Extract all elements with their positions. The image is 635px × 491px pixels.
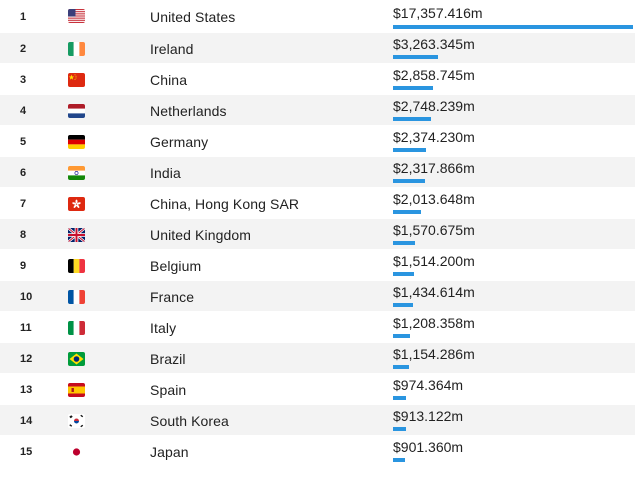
country-name: South Korea xyxy=(150,413,229,429)
value-bar xyxy=(393,458,405,462)
value: $2,374.230m xyxy=(393,129,475,145)
country-name: China xyxy=(150,72,188,88)
value: $2,317.866m xyxy=(393,160,475,176)
rank: 8 xyxy=(20,229,27,241)
table-row: 10 France $1,434.614m xyxy=(0,281,635,312)
table-row: 13 Spain $974.364m xyxy=(0,374,635,405)
table-row: 15 Japan $901.360m xyxy=(0,436,635,467)
country-name: Netherlands xyxy=(150,103,227,119)
value: $2,858.745m xyxy=(393,67,475,83)
rank: 1 xyxy=(20,11,27,23)
rank: 2 xyxy=(20,43,27,55)
value: $1,514.200m xyxy=(393,253,475,269)
rank: 12 xyxy=(20,353,33,365)
value: $974.364m xyxy=(393,377,464,393)
table-row: 7 China, Hong Kong SAR $2,013.648m xyxy=(0,188,635,219)
table-row: 2 Ireland $3,263.345m xyxy=(0,33,635,64)
value-bar xyxy=(393,117,431,121)
table-row: 8 United Kingdom $1,570.675m xyxy=(0,219,635,250)
rank: 7 xyxy=(20,198,27,210)
rank: 15 xyxy=(20,446,33,458)
value-bar xyxy=(393,334,410,338)
value-bar xyxy=(393,241,415,245)
spain-flag-icon xyxy=(68,383,85,397)
ireland-flag-icon xyxy=(68,42,85,56)
value: $913.122m xyxy=(393,408,464,424)
country-name: France xyxy=(150,289,195,305)
country-name: India xyxy=(150,165,181,181)
rank: 5 xyxy=(20,136,27,148)
rank: 13 xyxy=(20,384,33,396)
table-row: 9 Belgium $1,514.200m xyxy=(0,250,635,281)
value: $1,154.286m xyxy=(393,346,475,362)
value: $2,013.648m xyxy=(393,191,475,207)
value: $1,434.614m xyxy=(393,284,475,300)
country-name: China, Hong Kong SAR xyxy=(150,196,300,212)
value-bar xyxy=(393,272,414,276)
country-name: Germany xyxy=(150,134,209,150)
belgium-flag-icon xyxy=(68,259,85,273)
italy-flag-icon xyxy=(68,321,85,335)
table-row: 5 Germany $2,374.230m xyxy=(0,126,635,157)
value-bar xyxy=(393,86,433,90)
japan-flag-icon xyxy=(68,445,85,459)
uk-flag-icon xyxy=(68,228,85,242)
country-name: Japan xyxy=(150,444,189,460)
table-row: 4 Netherlands $2,748.239m xyxy=(0,95,635,126)
rank: 9 xyxy=(20,260,27,272)
table-row: 3 China $2,858.745m xyxy=(0,64,635,95)
us-flag-icon xyxy=(68,9,85,23)
country-name: Italy xyxy=(150,320,177,336)
rank: 3 xyxy=(20,74,27,86)
india-flag-icon xyxy=(68,166,85,180)
rank: 10 xyxy=(20,291,33,303)
value: $17,357.416m xyxy=(393,5,483,21)
value: $2,748.239m xyxy=(393,98,475,114)
country-name: Spain xyxy=(150,382,187,398)
germany-flag-icon xyxy=(68,135,85,149)
value-bar xyxy=(393,148,426,152)
value-bar xyxy=(393,365,409,369)
country-name: United States xyxy=(150,9,236,25)
rank: 6 xyxy=(20,167,27,179)
rank: 11 xyxy=(20,322,32,334)
table-row: 12 Brazil $1,154.286m xyxy=(0,343,635,374)
value: $1,208.358m xyxy=(393,315,475,331)
value: $1,570.675m xyxy=(393,222,475,238)
south-korea-flag-icon xyxy=(68,414,85,428)
value: $3,263.345m xyxy=(393,36,475,52)
france-flag-icon xyxy=(68,290,85,304)
rank: 14 xyxy=(20,415,33,427)
china-flag-icon xyxy=(68,73,85,87)
ranking-table: 1 United States $17,357.416m 2 xyxy=(0,0,635,467)
brazil-flag-icon xyxy=(68,352,85,366)
value-bar xyxy=(393,179,425,183)
country-name: Belgium xyxy=(150,258,202,274)
value-bar xyxy=(393,427,406,431)
rank: 4 xyxy=(20,105,27,117)
table-row: 14 South Korea $913.122m xyxy=(0,405,635,436)
netherlands-flag-icon xyxy=(68,104,85,118)
country-name: Brazil xyxy=(150,351,186,367)
country-name: Ireland xyxy=(150,41,194,57)
value: $901.360m xyxy=(393,439,464,455)
value-bar xyxy=(393,55,438,59)
value-bar xyxy=(393,396,406,400)
table-row: 1 United States $17,357.416m xyxy=(0,0,635,33)
value-bar xyxy=(393,25,633,29)
value-bar xyxy=(393,210,421,214)
table-row: 6 India $2,317.866m xyxy=(0,157,635,188)
value-bar xyxy=(393,303,413,307)
table-row: 11 Italy $1,208.358m xyxy=(0,312,635,343)
country-name: United Kingdom xyxy=(150,227,252,243)
hong-kong-flag-icon xyxy=(68,197,85,211)
